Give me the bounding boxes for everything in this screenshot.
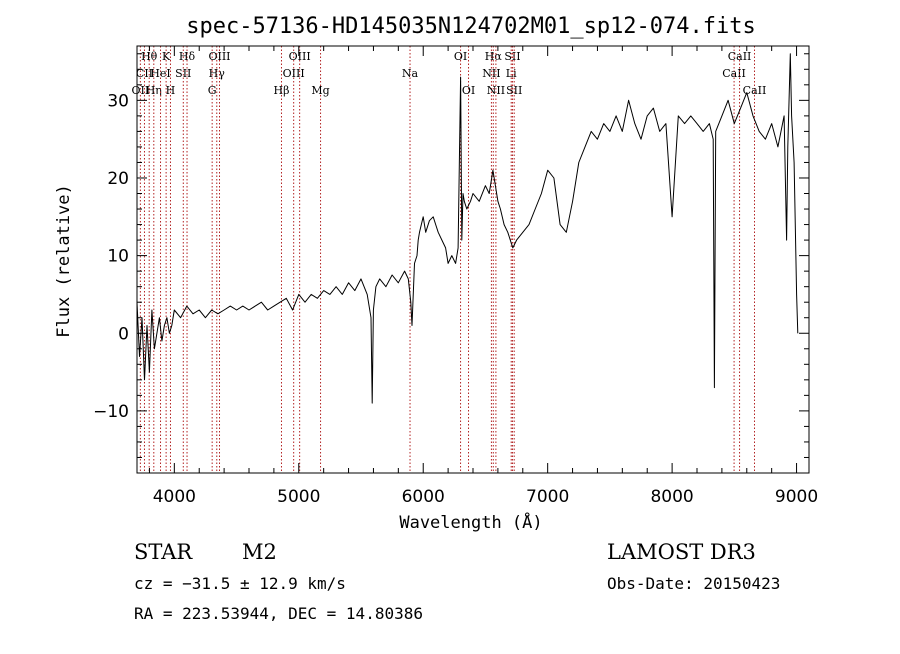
- line-marker-label-25: CaII: [722, 67, 746, 80]
- line-marker-label-10: Hγ: [209, 67, 226, 80]
- line-marker-label-8: Hδ: [179, 50, 196, 63]
- line-marker-label-19: NII: [482, 67, 500, 80]
- line-marker-label-3: Hη: [146, 84, 162, 97]
- line-marker-label-17: OI: [454, 50, 467, 63]
- line-marker-label-6: H: [166, 84, 176, 97]
- line-marker-label-20: Hα: [485, 50, 503, 63]
- line-marker-label-1: CII: [136, 67, 153, 80]
- line-marker-label-16: Na: [402, 67, 419, 80]
- line-marker-label-12: Hβ: [274, 84, 290, 97]
- line-marker-label-9: G: [208, 84, 217, 97]
- x-tick-label-5: 9000: [775, 487, 818, 507]
- line-marker-label-26: CaII: [728, 50, 752, 63]
- obs-date-text: Obs-Date: 20150423: [607, 574, 780, 593]
- chart-title: spec-57136-HD145035N124702M01_sp12-074.f…: [186, 14, 756, 39]
- y-axis-label: Flux (relative): [54, 184, 74, 338]
- x-tick-label-2: 6000: [402, 487, 445, 507]
- line-marker-label-7: SII: [175, 67, 191, 80]
- line-marker-label-24: SII: [506, 84, 522, 97]
- x-tick-label-0: 4000: [153, 487, 196, 507]
- line-marker-label-4: HeI: [150, 67, 170, 80]
- line-marker-label-27: CaII: [743, 84, 767, 97]
- x-tick-label-3: 7000: [526, 487, 569, 507]
- line-marker-label-5: K: [162, 50, 171, 63]
- line-marker-label-2: Hθ: [141, 50, 158, 63]
- line-marker-label-23: SII: [504, 50, 520, 63]
- line-marker-label-15: Mg: [311, 84, 329, 97]
- line-marker-label-22: Li: [506, 67, 517, 80]
- y-tick-label-0: −10: [93, 402, 129, 422]
- redshift-text: cz = −31.5 ± 12.9 km/s: [134, 574, 346, 593]
- y-tick-label-3: 20: [107, 169, 129, 189]
- line-marker-label-0: OII: [132, 84, 150, 97]
- spectrum-series: [137, 53, 799, 404]
- y-tick-label-1: 0: [118, 324, 129, 344]
- survey-label: LAMOST DR3: [607, 540, 756, 564]
- line-marker-label-13: OIII: [283, 67, 305, 80]
- line-marker-label-14: OIII: [289, 50, 311, 63]
- x-tick-label-1: 5000: [277, 487, 320, 507]
- x-tick-label-4: 8000: [650, 487, 693, 507]
- y-tick-label-4: 30: [107, 91, 129, 111]
- radec-text: RA = 223.53944, DEC = 14.80386: [134, 604, 423, 623]
- x-axis-label: Wavelength (Å): [399, 511, 542, 533]
- subclass-label: M2: [242, 540, 277, 564]
- line-marker-label-11: OIII: [208, 50, 230, 63]
- axes: 4000 5000 6000 7000 8000 9000 −10 0 10 20 30: [93, 45, 818, 507]
- line-marker-label-21: NII: [487, 84, 505, 97]
- class-label: STAR: [134, 540, 193, 564]
- line-marker-label-18: OI: [462, 84, 475, 97]
- y-tick-label-2: 10: [107, 247, 129, 267]
- spectrum-line-0: [137, 53, 799, 404]
